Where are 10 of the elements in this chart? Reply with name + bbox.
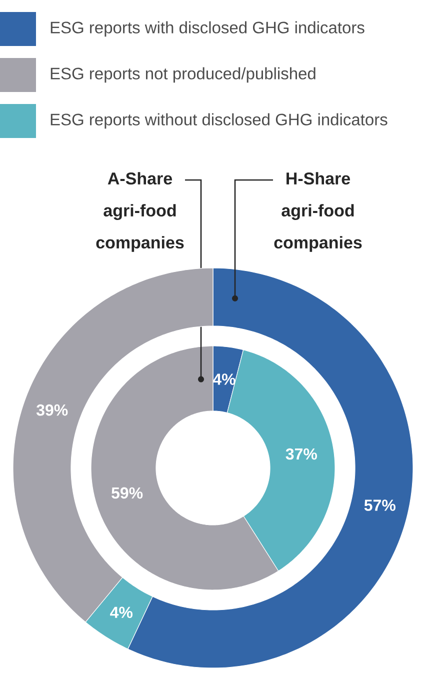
legend-label: ESG reports with disclosed GHG indicators bbox=[50, 21, 364, 37]
data-label: 37% bbox=[286, 448, 317, 460]
legend-label: ESG reports not produced/published bbox=[50, 67, 316, 83]
data-label: 39% bbox=[36, 404, 68, 416]
data-label: 59% bbox=[112, 487, 143, 499]
data-label: 4% bbox=[110, 606, 133, 618]
legend-label: ESG reports without disclosed GHG indicators bbox=[50, 113, 388, 129]
slice-label: H-Share agri-food companies bbox=[274, 172, 362, 252]
data-label: 57% bbox=[364, 500, 396, 511]
slice-label: A-Share agri-food companies bbox=[96, 172, 184, 252]
